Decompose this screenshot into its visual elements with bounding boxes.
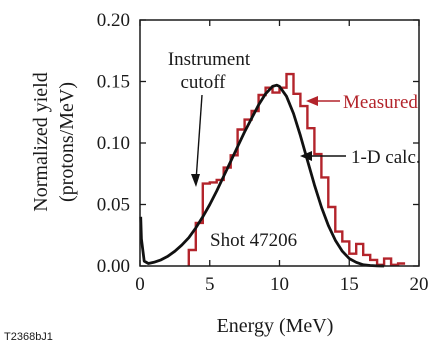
series-calc-line [139, 83, 385, 268]
plot-frame [139, 19, 420, 267]
y-tick-label: 0.20 [97, 10, 130, 31]
y-axis-title-line1: Normalized yield [30, 72, 52, 211]
annotation-shot: Shot 47206 [210, 230, 297, 251]
y-tick-label: 0.15 [97, 72, 130, 93]
annotation-measured: Measured [343, 92, 418, 113]
y-tick-label: 0.10 [97, 133, 130, 154]
x-tick-label: 0 [135, 274, 145, 295]
y-tick-label: 0.05 [97, 195, 130, 216]
x-axis-title: Energy (MeV) [217, 315, 334, 337]
axis-tick-labels: 0 5 10 15 20 0.00 0.05 0.10 0.15 0.20 [97, 10, 429, 295]
y-axis-title-line2: (protons/MeV) [56, 82, 78, 202]
figure-id: T2368bJ1 [4, 331, 53, 343]
cutoff-arrow [191, 94, 203, 187]
x-tick-label: 10 [270, 274, 289, 295]
y-tick-label: 0.00 [97, 256, 130, 277]
x-tick-label: 20 [410, 274, 429, 295]
measured-arrow [306, 96, 340, 106]
x-tick-label: 15 [340, 274, 359, 295]
series-layer [139, 72, 406, 268]
calc-arrow [300, 151, 346, 161]
annotation-calc: 1-D calc. [351, 147, 421, 168]
x-tick-label: 5 [205, 274, 215, 295]
annotation-cutoff: cutoff [180, 72, 226, 93]
annotation-instrument: Instrument [168, 49, 251, 70]
